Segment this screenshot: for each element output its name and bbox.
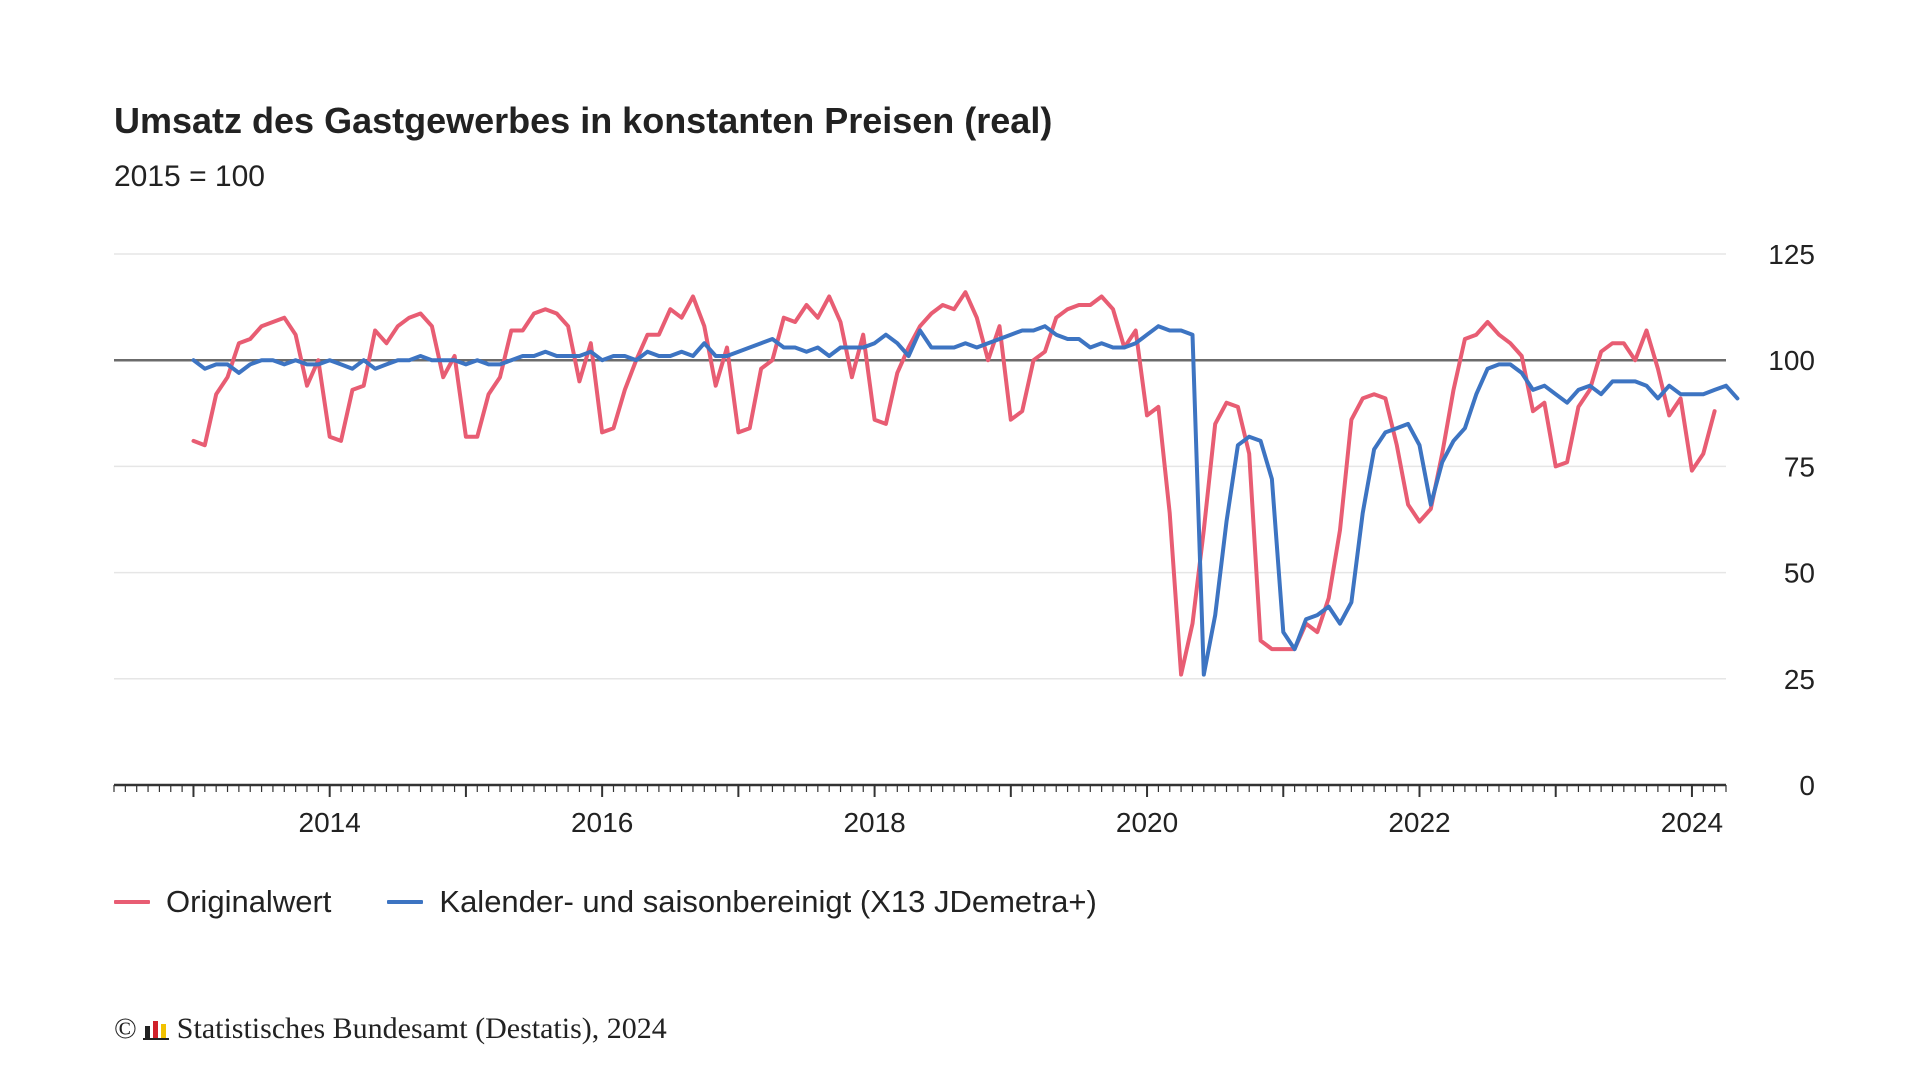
x-tick-label-2022: 2022	[1388, 807, 1450, 838]
y-tick-label: 50	[1784, 558, 1815, 589]
series-line-original	[191, 290, 1717, 677]
x-axis	[113, 783, 1727, 797]
chart-subtitle: 2015 = 100	[114, 160, 265, 193]
legend-item-original: Originalwert	[114, 884, 331, 920]
series-layer	[191, 290, 1740, 677]
series-line-adjusted	[191, 324, 1740, 677]
x-tick-label-2016: 2016	[571, 807, 633, 838]
source-footer: © Statistisches Bundesamt (Destatis), 20…	[114, 1012, 667, 1046]
legend-swatch-adjusted	[387, 900, 424, 904]
chart-title: Umsatz des Gastgewerbes in konstanten Pr…	[114, 100, 1053, 141]
legend: Originalwert Kalender- und saisonbereini…	[114, 884, 1153, 920]
y-tick-label: 100	[1768, 345, 1815, 376]
x-tick-label-2018: 2018	[843, 807, 905, 838]
legend-label-adjusted: Kalender- und saisonbereinigt (X13 JDeme…	[439, 884, 1097, 919]
y-tick-label: 75	[1784, 451, 1815, 482]
y-tick-label: 125	[1768, 239, 1815, 270]
y-tick-label: 0	[1799, 770, 1815, 801]
legend-label-original: Originalwert	[166, 884, 332, 919]
legend-swatch-original	[114, 900, 150, 904]
source-text: Statistisches Bundesamt (Destatis), 2024	[176, 1012, 667, 1045]
x-tick-label-2024: 2024	[1661, 807, 1723, 838]
x-tick-label-2020: 2020	[1116, 807, 1178, 838]
copyright-symbol: ©	[114, 1012, 137, 1045]
legend-item-adjusted: Kalender- und saisonbereinigt (X13 JDeme…	[387, 884, 1097, 920]
destatis-logo-icon	[142, 1021, 169, 1040]
y-tick-label: 25	[1784, 664, 1815, 695]
tick-labels: 0 25 50 75 100 125 2014 2016 2018 2020 2022 2024	[299, 239, 1815, 838]
x-tick-label-2014: 2014	[299, 807, 361, 838]
grid-layer	[114, 253, 1726, 680]
